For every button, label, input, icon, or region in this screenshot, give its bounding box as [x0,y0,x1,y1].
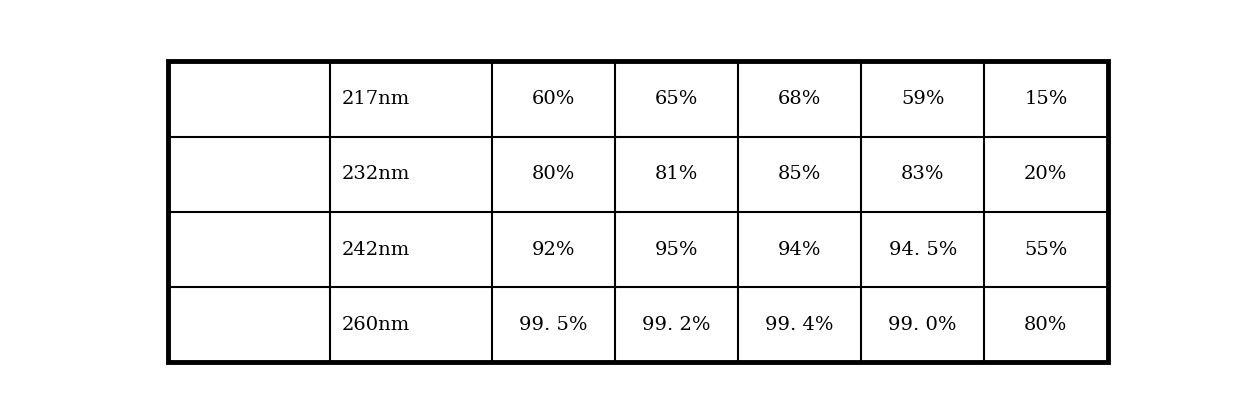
Text: 81%: 81% [654,165,698,183]
Text: 94%: 94% [778,240,821,258]
Text: 95%: 95% [654,240,698,258]
Text: 99. 0%: 99. 0% [888,316,957,334]
Text: 99. 4%: 99. 4% [766,316,834,334]
Text: 99. 5%: 99. 5% [519,316,587,334]
Text: 85%: 85% [778,165,821,183]
Text: 59%: 59% [901,90,944,108]
Text: 55%: 55% [1025,240,1068,258]
Text: 242nm: 242nm [342,240,410,258]
Text: 80%: 80% [532,165,575,183]
Text: 65%: 65% [654,90,698,108]
Text: 260nm: 260nm [342,316,410,334]
Text: 15%: 15% [1025,90,1068,108]
Text: 99. 2%: 99. 2% [642,316,711,334]
Text: 83%: 83% [901,165,944,183]
Text: 80%: 80% [1025,316,1068,334]
Text: 20%: 20% [1025,165,1068,183]
Text: 217nm: 217nm [342,90,410,108]
Text: 92%: 92% [532,240,575,258]
Text: 68%: 68% [778,90,821,108]
Text: 94. 5%: 94. 5% [888,240,957,258]
Text: 60%: 60% [532,90,575,108]
Text: 232nm: 232nm [342,165,410,183]
